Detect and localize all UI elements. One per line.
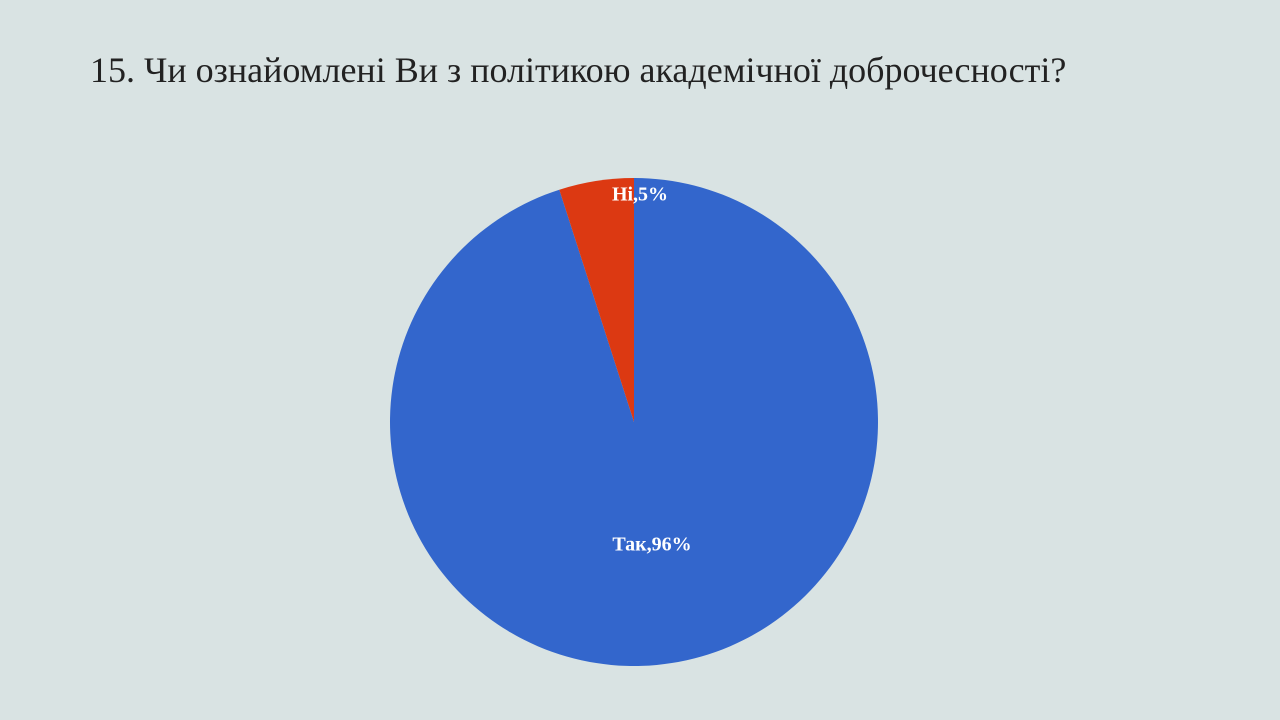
data-label: Ні,5% bbox=[612, 184, 668, 206]
pie-slice bbox=[389, 178, 878, 667]
chart-title: 15. Чи ознайомлені Ви з політикою академ… bbox=[90, 50, 1066, 90]
pie-slice bbox=[559, 178, 634, 422]
data-label: Так,96% bbox=[612, 534, 691, 556]
